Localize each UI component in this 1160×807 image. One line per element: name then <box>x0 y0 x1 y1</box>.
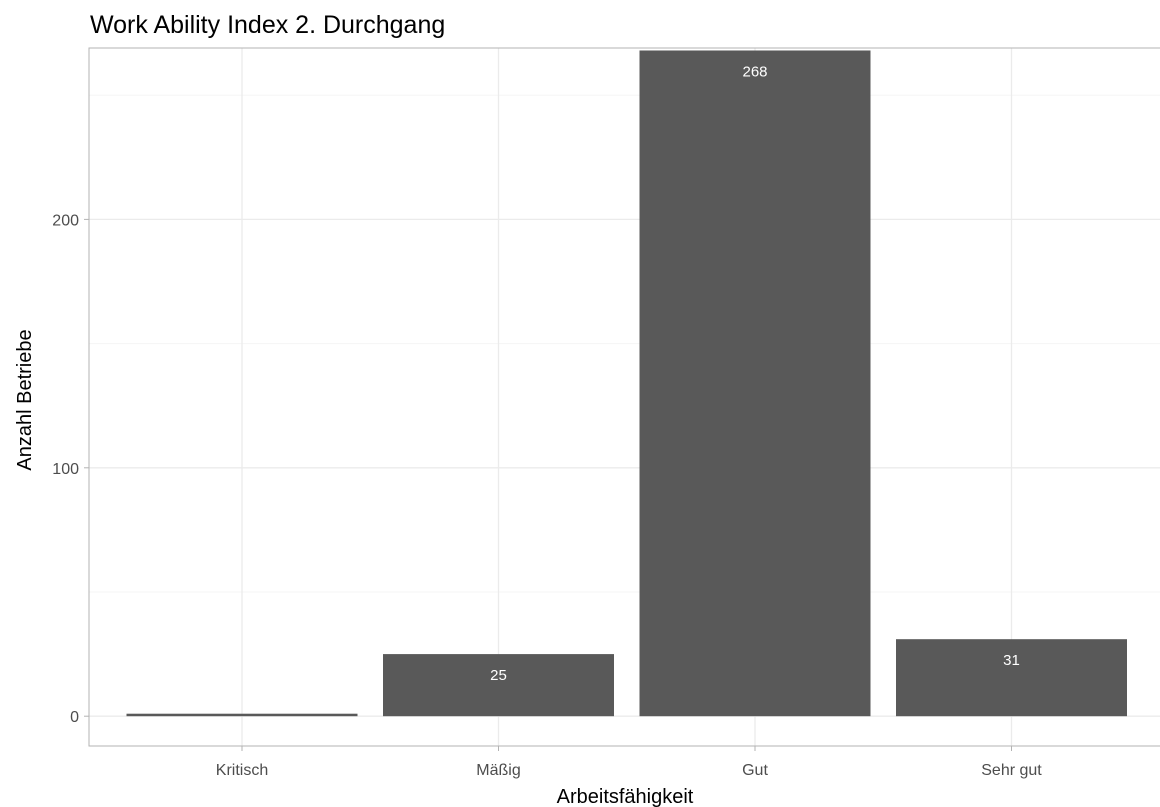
bar-data-label: 268 <box>742 63 767 80</box>
bar-mäßig <box>383 654 614 717</box>
y-tick-label: 100 <box>52 461 79 478</box>
bar-layer <box>126 50 1127 717</box>
x-axis-title: Arbeitsfähigkeit <box>557 786 694 807</box>
x-tick-label: Gut <box>742 762 768 779</box>
x-tick-label: Mäßig <box>476 762 520 779</box>
y-tick-label: 0 <box>70 709 79 726</box>
panel-border <box>88 47 1160 747</box>
y-axis-ticks: 0 100 200 <box>52 212 89 726</box>
chart-title: Work Ability Index 2. Durchgang <box>90 11 445 39</box>
y-tick-label: 200 <box>52 212 79 229</box>
bar-data-label: 31 <box>1003 652 1020 669</box>
x-axis-ticks: Kritisch Mäßig Gut Sehr gut <box>216 746 1042 779</box>
bar-sehr-gut <box>896 639 1127 717</box>
bar-kritisch <box>126 713 358 717</box>
x-tick-label: Kritisch <box>216 762 268 779</box>
x-tick-label: Sehr gut <box>981 762 1042 779</box>
bar-gut <box>639 50 871 717</box>
y-axis-title: Anzahl Betriebe <box>14 329 36 470</box>
data-label-layer: 25 268 31 <box>490 63 1020 684</box>
bar-data-label: 25 <box>490 667 507 684</box>
